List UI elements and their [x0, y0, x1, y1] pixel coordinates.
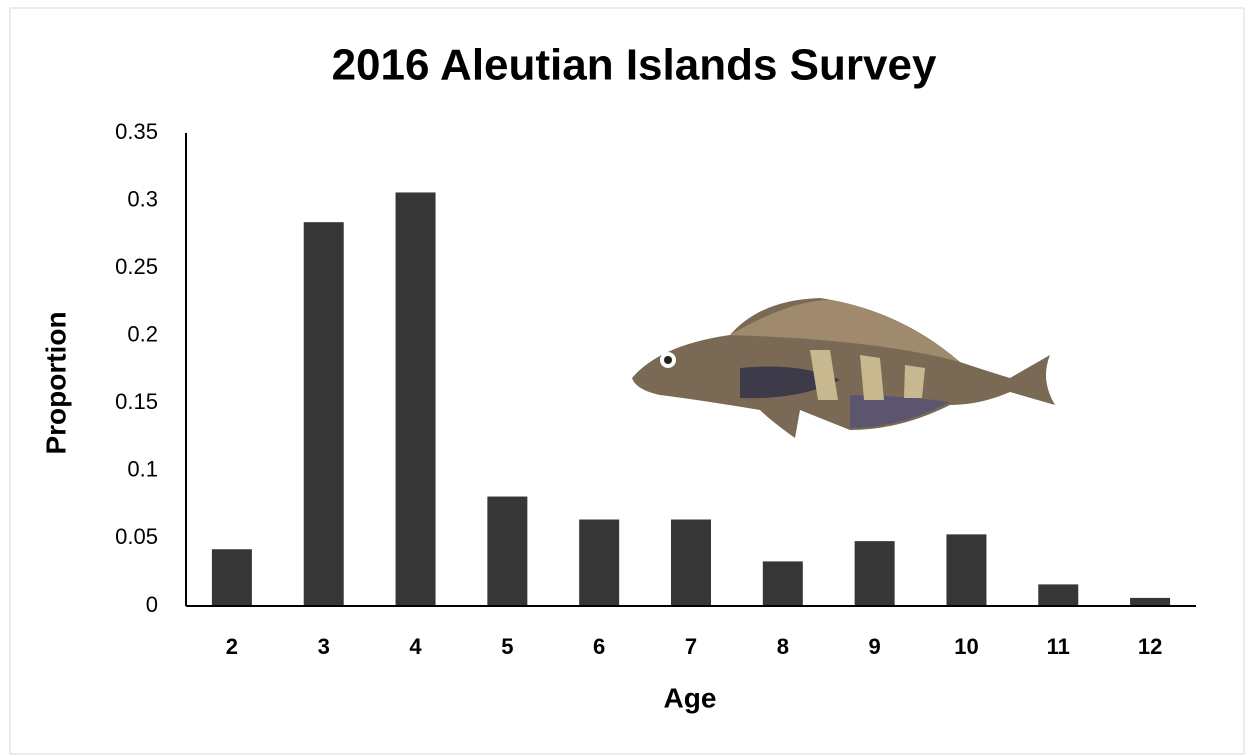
y-tick-label: 0.15	[115, 389, 158, 414]
y-axis-label: Proportion	[40, 311, 71, 454]
y-tick-label: 0.25	[115, 254, 158, 279]
bar	[1038, 584, 1079, 606]
x-tick-label: 7	[685, 634, 697, 659]
x-tick-label: 6	[593, 634, 605, 659]
fish-illustration	[632, 298, 1055, 438]
bar	[303, 222, 344, 607]
y-tick-label: 0.2	[127, 322, 158, 347]
x-tick-label: 9	[869, 634, 881, 659]
x-tick-label: 10	[954, 634, 978, 659]
x-tick-label: 2	[226, 634, 238, 659]
x-tick-label: 8	[777, 634, 789, 659]
bar	[395, 192, 436, 606]
bar	[854, 541, 895, 606]
bar	[211, 549, 252, 606]
x-tick-label: 3	[318, 634, 330, 659]
bar	[1130, 597, 1171, 606]
x-tick-label: 11	[1047, 634, 1070, 659]
bar	[579, 519, 620, 606]
y-tick-label: 0.1	[127, 457, 158, 482]
y-tick-label: 0.05	[115, 524, 158, 549]
x-axis-label: Age	[664, 682, 717, 713]
bar	[946, 534, 987, 606]
x-tick-label: 12	[1138, 634, 1162, 659]
bar	[762, 561, 803, 606]
bar	[671, 519, 711, 606]
y-tick-label: 0.35	[115, 119, 158, 144]
x-tick-label: 4	[409, 634, 422, 659]
chart-title: 2016 Aleutian Islands Survey	[332, 41, 937, 90]
y-tick-label: 0.3	[127, 186, 158, 211]
x-tick-label: 5	[501, 634, 513, 659]
bar	[487, 496, 528, 606]
y-tick-label: 0	[146, 592, 158, 617]
